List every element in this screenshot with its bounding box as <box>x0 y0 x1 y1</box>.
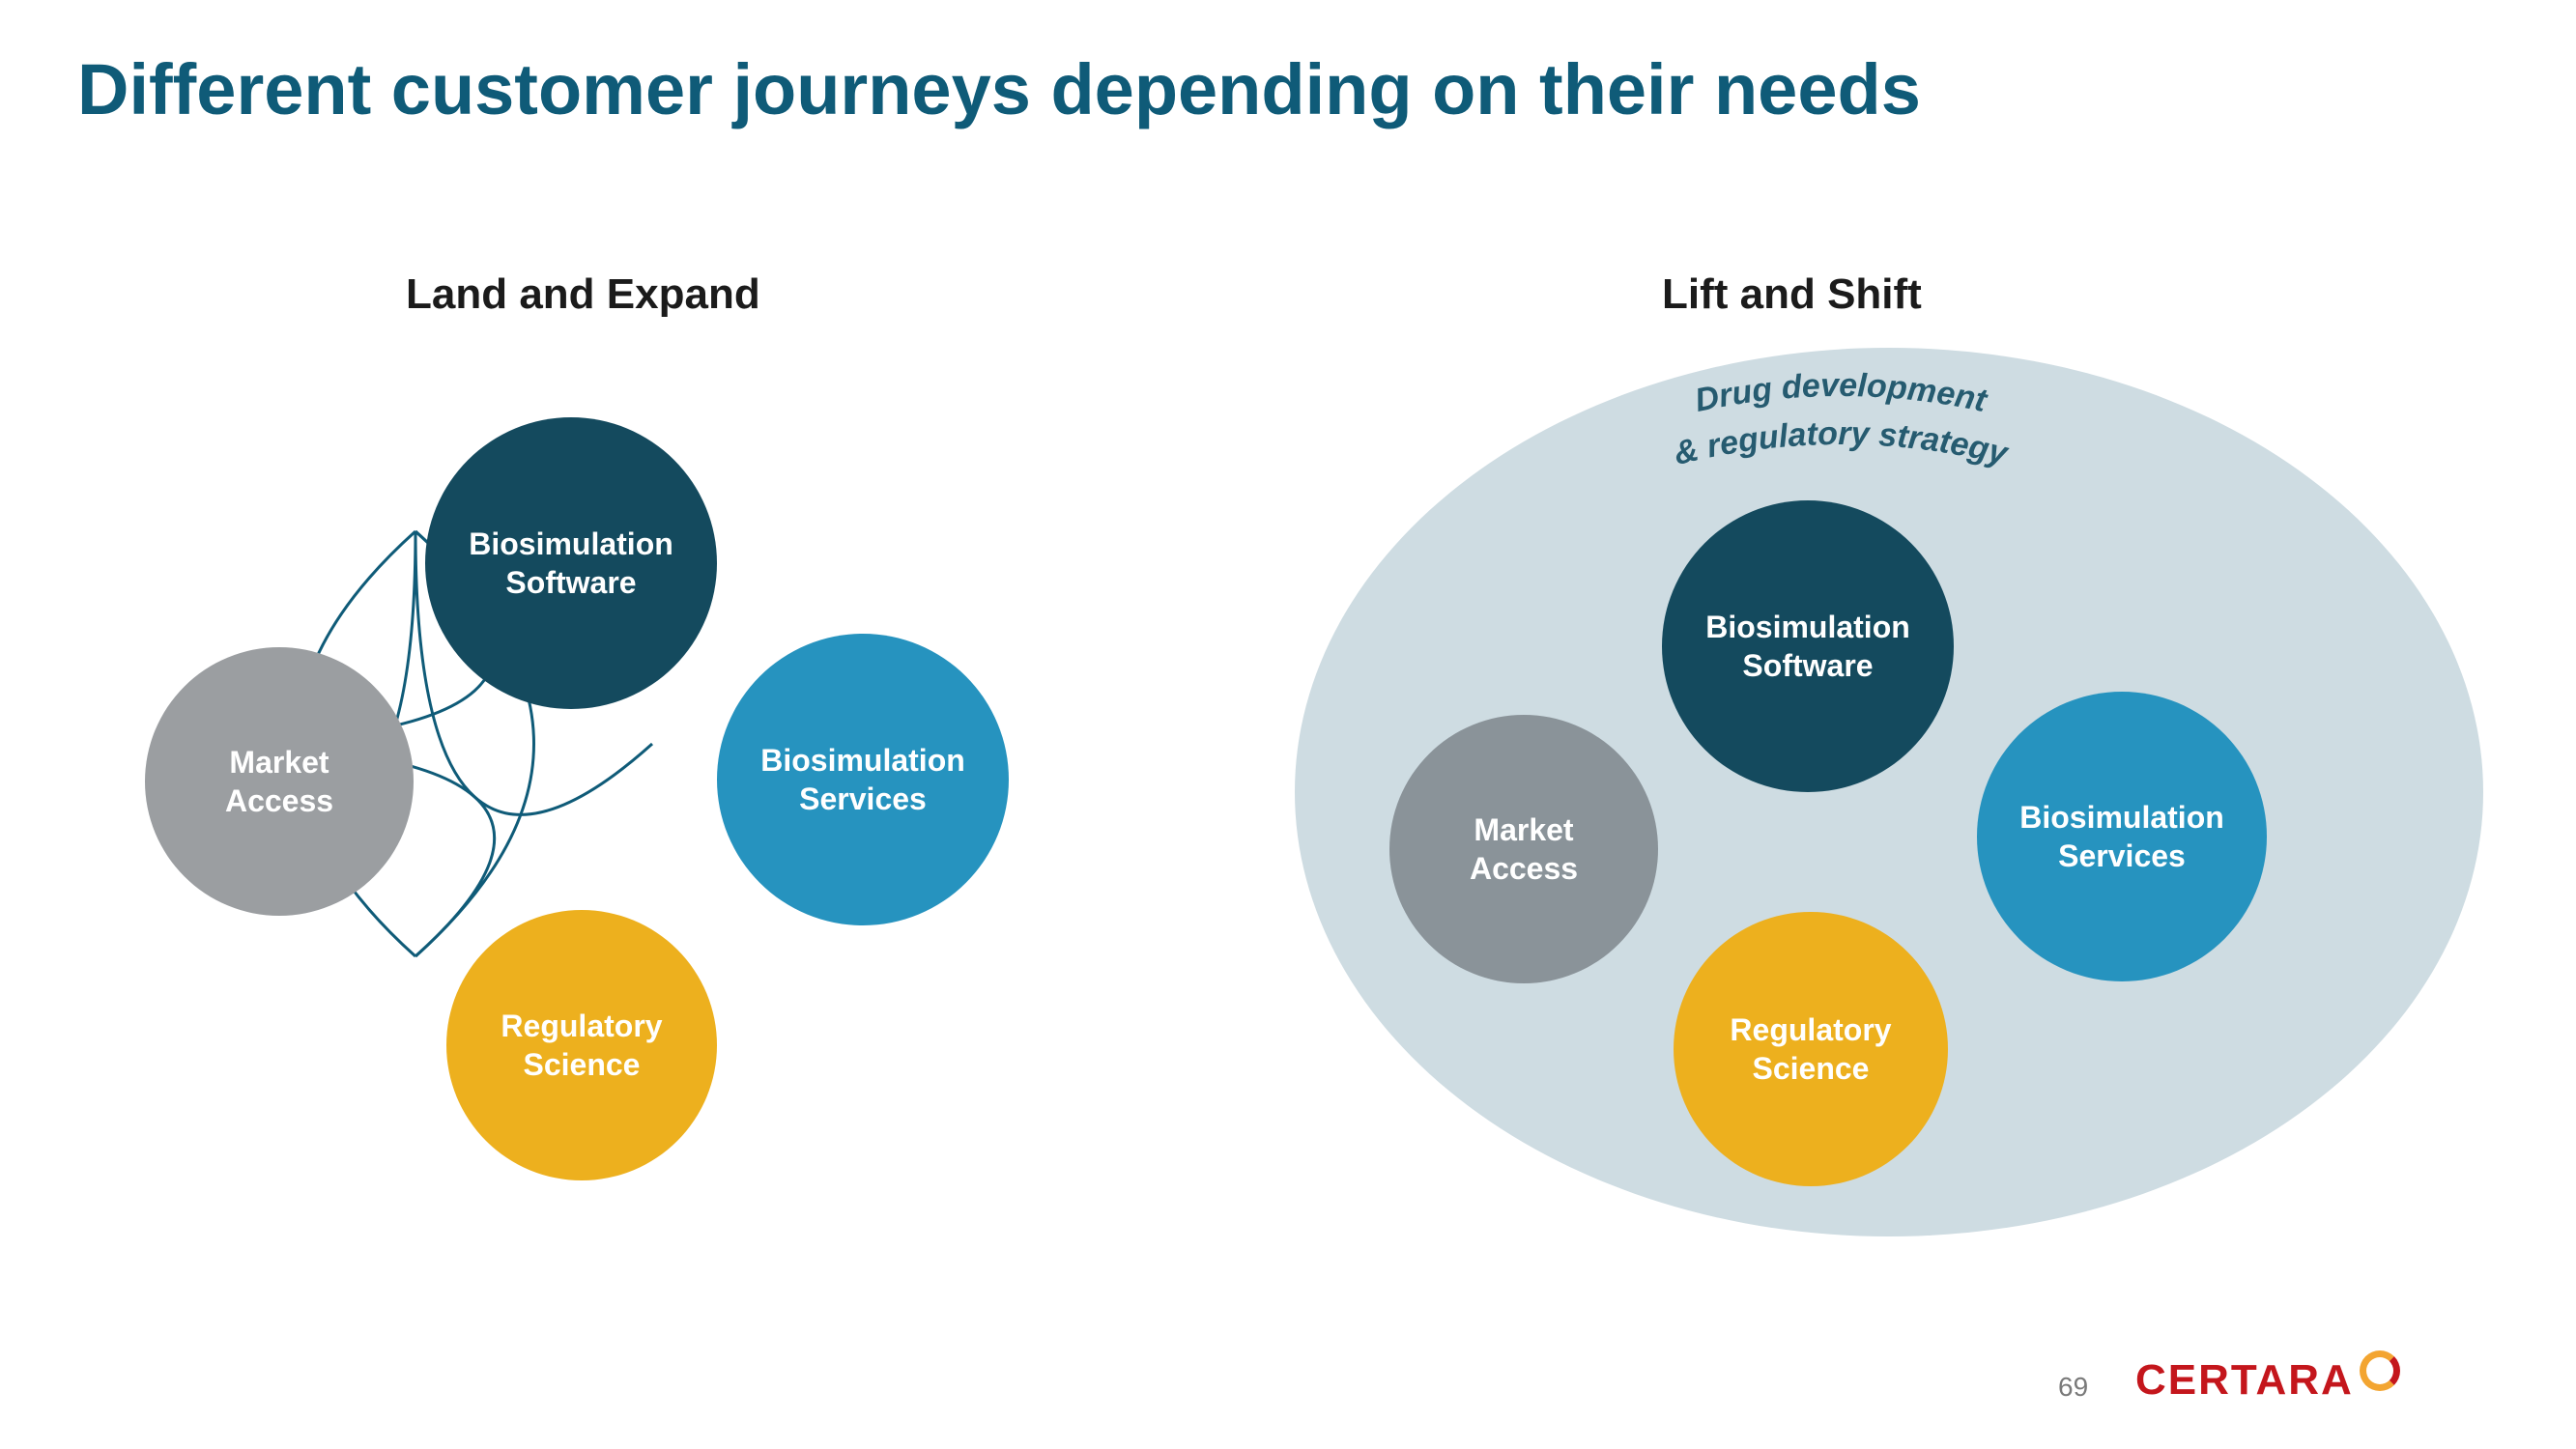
brand-text: CERTARA <box>2135 1356 2354 1405</box>
diagram-circle: MarketAccess <box>145 647 414 916</box>
diagram-circle: BiosimulationServices <box>1977 692 2267 981</box>
diagram-circle: BiosimulationServices <box>717 634 1009 925</box>
diagram-circle: RegulatoryScience <box>1674 912 1948 1186</box>
diagram-circle: MarketAccess <box>1389 715 1658 983</box>
brand-logo: CERTARA <box>2135 1356 2400 1405</box>
slide-title: Different customer journeys depending on… <box>77 48 1921 130</box>
diagram-circle: RegulatoryScience <box>446 910 717 1180</box>
page-number: 69 <box>2058 1372 2088 1403</box>
right-section-heading: Lift and Shift <box>1662 270 1922 319</box>
svg-text:Drug development: Drug development <box>1692 367 1991 419</box>
curved-label: Drug development & regulatory strategy <box>1551 338 2227 531</box>
left-section-heading: Land and Expand <box>406 270 760 319</box>
diagram-circle: BiosimulationSoftware <box>425 417 717 709</box>
svg-text:& regulatory strategy: & regulatory strategy <box>1671 415 2013 472</box>
diagram-circle: BiosimulationSoftware <box>1662 500 1954 792</box>
brand-ring-icon <box>2360 1350 2400 1391</box>
